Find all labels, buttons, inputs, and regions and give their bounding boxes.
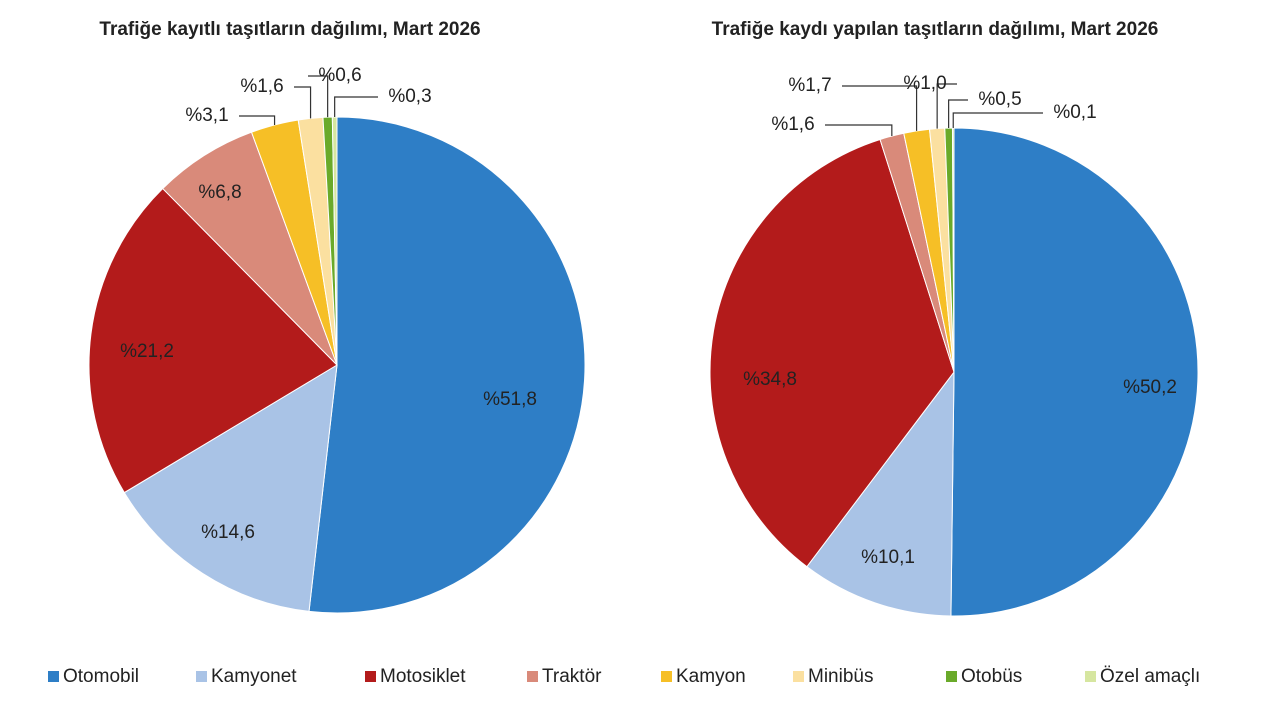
data-label: %0,3 [388, 86, 431, 107]
data-label: %0,5 [978, 89, 1021, 110]
data-label: %14,6 [201, 522, 255, 543]
legend-swatch [365, 671, 376, 682]
leader-line [308, 75, 329, 118]
legend-label: Otobüs [961, 666, 1022, 687]
data-label: %6,8 [198, 182, 241, 203]
legend-label: Özel amaçlı [1100, 666, 1200, 687]
pie-slice [950, 127, 1199, 617]
data-label: %21,2 [120, 341, 174, 362]
leader-line [842, 85, 918, 131]
legend-label: Kamyonet [211, 666, 297, 687]
leader-line [334, 96, 378, 118]
data-label: %3,1 [185, 105, 228, 126]
data-label: %34,8 [743, 369, 797, 390]
legend-swatch [1085, 671, 1096, 682]
legend-swatch [946, 671, 957, 682]
pie-slice [806, 370, 955, 617]
data-label: %1,7 [788, 75, 831, 96]
pie-slice [162, 131, 338, 366]
legend-label: Otomobil [63, 666, 139, 687]
pie-slice [123, 364, 338, 612]
legend-label: Minibüs [808, 666, 873, 687]
data-label: %10,1 [861, 547, 915, 568]
data-label: %0,6 [318, 65, 361, 86]
leader-line [936, 83, 957, 129]
pie-slice [88, 187, 338, 494]
chart-title: Trafiğe kaydı yapılan taşıtların dağılım… [712, 19, 1159, 40]
data-label: %1,6 [771, 114, 814, 135]
data-label: %1,6 [240, 76, 283, 97]
data-label: %51,8 [483, 389, 537, 410]
leader-line [239, 115, 276, 125]
legend-label: Kamyon [676, 666, 746, 687]
data-label: %50,2 [1123, 377, 1177, 398]
data-label: %0,1 [1053, 102, 1096, 123]
legend-swatch [793, 671, 804, 682]
pie-slice [951, 127, 955, 373]
legend-swatch [661, 671, 672, 682]
chart-title: Trafiğe kayıtlı taşıtların dağılımı, Mar… [99, 19, 480, 40]
legend-label: Motosiklet [380, 666, 466, 687]
data-label: %1,0 [903, 73, 946, 94]
leader-line [825, 124, 893, 137]
legend-swatch [196, 671, 207, 682]
leader-line [294, 86, 312, 119]
pie-slice [308, 116, 586, 614]
leader-line [952, 112, 1043, 129]
pie-slice [709, 138, 955, 568]
legend-swatch [48, 671, 59, 682]
leader-line [948, 99, 968, 129]
legend-label: Traktör [542, 666, 602, 687]
legend-swatch [527, 671, 538, 682]
